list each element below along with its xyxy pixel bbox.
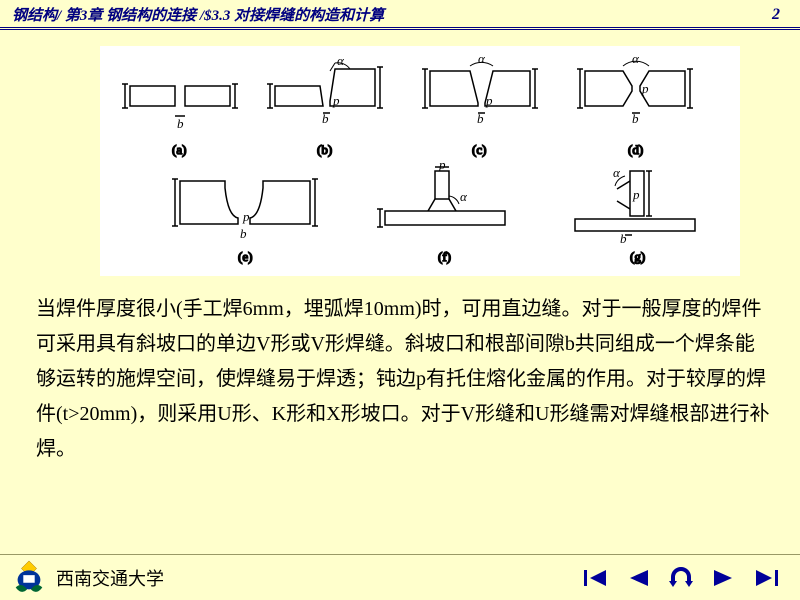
- nav-prev-button[interactable]: [624, 567, 654, 589]
- svg-text:α: α: [478, 51, 486, 66]
- nav-return-button[interactable]: [666, 567, 696, 589]
- diagram-label-c: (c): [472, 142, 486, 157]
- diagram-label-g: (g): [630, 249, 645, 264]
- svg-text:p: p: [332, 93, 340, 108]
- body-paragraph: 当焊件厚度很小(手工焊6mm，埋弧焊10mm)时，可用直边缝。对于一般厚度的焊件…: [0, 284, 800, 467]
- nav-buttons: [582, 567, 790, 589]
- diagram-label-e: (e): [238, 249, 252, 264]
- breadcrumb-title: 钢结构/ 第3章 钢结构的连接 /$3.3 对接焊缝的构造和计算: [12, 4, 384, 25]
- svg-text:p: p: [641, 81, 649, 96]
- svg-text:b: b: [620, 231, 627, 246]
- diagram-label-a: (a): [172, 142, 186, 157]
- weld-diagrams: b (a) α b p (b) α: [100, 46, 740, 276]
- header-bar: 钢结构/ 第3章 钢结构的连接 /$3.3 对接焊缝的构造和计算 2: [0, 0, 800, 30]
- diagram-label-d: (d): [628, 142, 643, 157]
- diagram-label-f: (f): [438, 249, 451, 264]
- svg-text:p: p: [485, 93, 493, 108]
- svg-text:b: b: [240, 226, 247, 241]
- university-name: 西南交通大学: [56, 565, 582, 591]
- svg-text:α: α: [613, 165, 621, 180]
- nav-next-button[interactable]: [708, 567, 738, 589]
- svg-text:b: b: [177, 116, 184, 131]
- nav-first-button[interactable]: [582, 567, 612, 589]
- svg-text:α: α: [632, 51, 640, 66]
- svg-text:α: α: [337, 53, 345, 68]
- svg-text:α: α: [460, 189, 468, 204]
- page-number: 2: [772, 6, 788, 24]
- svg-text:p: p: [242, 209, 250, 224]
- university-logo-icon: [10, 559, 48, 597]
- footer-bar: 西南交通大学: [0, 554, 800, 600]
- diagram-label-b: (b): [317, 142, 332, 157]
- svg-text:p: p: [438, 157, 446, 172]
- nav-last-button[interactable]: [750, 567, 780, 589]
- svg-text:p: p: [632, 187, 640, 202]
